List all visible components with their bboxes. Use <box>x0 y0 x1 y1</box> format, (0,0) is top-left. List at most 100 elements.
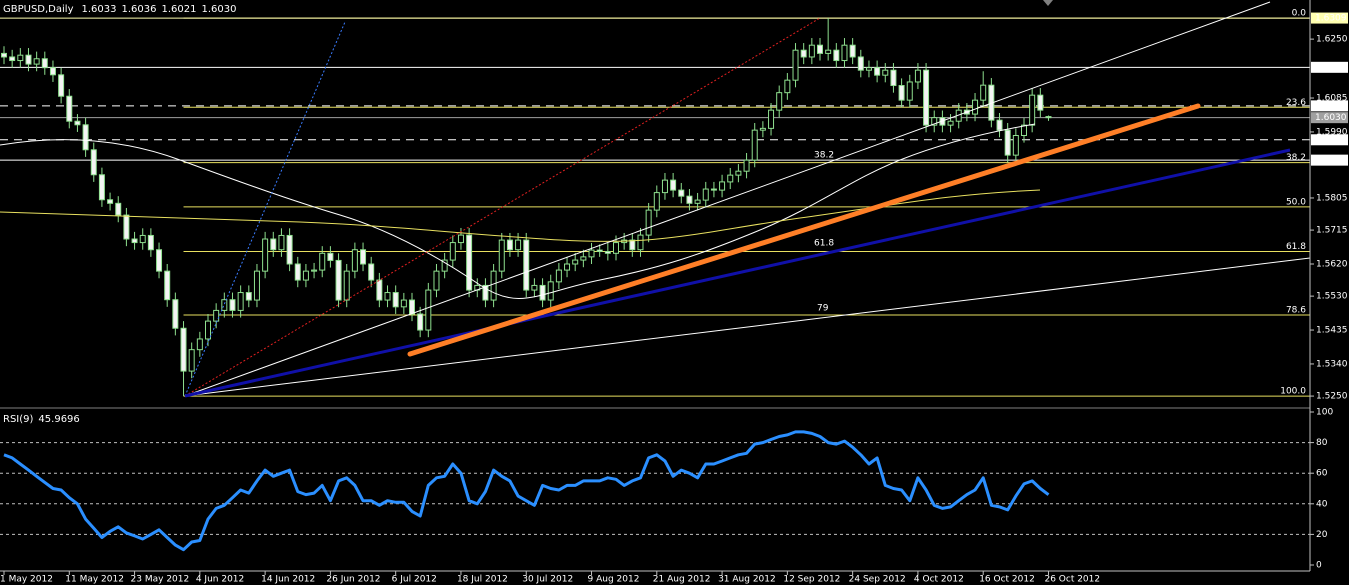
fib-label: 23.6 <box>1286 98 1306 108</box>
candle-body <box>825 49 832 54</box>
candle-body <box>319 252 326 271</box>
candle-body <box>221 299 228 311</box>
candle-body <box>1021 124 1027 137</box>
candle-body <box>841 44 848 62</box>
candle-body <box>156 249 163 272</box>
candle-body <box>800 49 807 58</box>
candle-body <box>874 67 881 76</box>
candle-body <box>637 234 644 251</box>
fib-label: 78.6 <box>1286 306 1306 316</box>
candle-body <box>188 349 195 372</box>
quote: 1.6033 <box>82 4 117 15</box>
y-tick-label: 1.6085 <box>1316 94 1348 104</box>
x-tick-label: 26 Jun 2012 <box>326 575 380 585</box>
drawings: 38.2 61.8 79 <box>0 0 1311 398</box>
candle-body <box>580 256 587 261</box>
candle-body <box>139 234 146 244</box>
candle-body <box>196 338 203 351</box>
fib-label: 0.0 <box>1292 9 1307 19</box>
candle-body <box>466 234 473 291</box>
candle-body <box>661 179 668 194</box>
candle-body <box>384 292 391 301</box>
y-tick-label: 100 <box>1316 408 1333 418</box>
candle-body <box>294 263 301 281</box>
x-tick-label: 31 Aug 2012 <box>718 575 776 585</box>
candle-body <box>808 44 815 58</box>
quote: 1.6036 <box>122 4 157 15</box>
candle-body <box>686 195 693 204</box>
candle-body <box>555 269 562 283</box>
x-tick-label: 14 Jun 2012 <box>261 575 315 585</box>
candle-body <box>768 109 775 129</box>
candle-body <box>58 74 65 97</box>
candle-body <box>833 49 840 62</box>
candle-body <box>205 320 211 340</box>
candle-body <box>1045 116 1052 119</box>
rsi-layer <box>0 430 1310 552</box>
candle-body <box>131 238 138 244</box>
candle-body <box>792 49 799 81</box>
candle-body <box>972 99 979 115</box>
candle-body <box>1029 94 1036 126</box>
candle-body <box>923 69 930 126</box>
candle-body <box>539 284 546 301</box>
candle-body <box>164 270 171 301</box>
candle-body <box>604 251 611 254</box>
candle-body <box>980 84 987 101</box>
quote: 1.6021 <box>162 4 197 15</box>
candle-body <box>302 270 309 281</box>
candle-body <box>857 56 864 71</box>
candle-body <box>433 270 440 291</box>
candle-body <box>947 120 954 126</box>
trend-line <box>407 103 1201 357</box>
candle-body <box>49 67 56 76</box>
candle-body <box>82 124 89 151</box>
candle-body <box>996 119 1003 131</box>
fib-label: 38.2 <box>1286 153 1306 163</box>
candle-body <box>441 259 448 272</box>
candle-body <box>727 174 734 183</box>
candle-body <box>882 69 889 76</box>
candle-body <box>710 188 717 191</box>
candle-body <box>229 299 236 311</box>
candle-body <box>906 81 913 101</box>
x-tick-label: 1 May 2012 <box>0 575 53 585</box>
price-label-box <box>1311 12 1348 24</box>
quote: 1.6030 <box>202 4 237 15</box>
y-tick-label: 1.5340 <box>1316 359 1348 369</box>
candle-body <box>335 259 342 301</box>
x-tick-label: 30 Jul 2012 <box>522 575 573 585</box>
candle-body <box>17 54 24 62</box>
candle-body <box>262 238 269 272</box>
candle-body <box>376 279 383 301</box>
candle-body <box>890 69 897 87</box>
candle-body <box>482 284 489 301</box>
candle-body <box>515 239 522 251</box>
candle-body <box>417 313 424 331</box>
fib-label: 100.0 <box>1280 387 1306 397</box>
y-tick-label: 0 <box>1316 561 1322 571</box>
y-tick-label: 1.5530 <box>1316 292 1348 302</box>
candle-body <box>115 202 122 216</box>
x-tick-label: 4 Oct 2012 <box>914 575 964 585</box>
price-label-box <box>1311 100 1348 112</box>
x-tick-label: 6 Jul 2012 <box>392 575 437 585</box>
y-tick-label: 1.5805 <box>1316 193 1348 203</box>
y-tick-label: 1.5250 <box>1316 392 1348 402</box>
candle-body <box>931 117 938 126</box>
x-tick-label: 21 Aug 2012 <box>653 575 711 585</box>
x-tick-label: 12 Sep 2012 <box>783 575 840 585</box>
candles-layer <box>1 18 1052 397</box>
price-label: 1.6030 <box>1315 113 1347 123</box>
y-tick-label: 1.5990 <box>1316 127 1348 137</box>
candle-body <box>213 309 220 322</box>
trend-line <box>184 148 1291 398</box>
candle-body <box>123 214 130 240</box>
price-label-box <box>1311 112 1348 124</box>
y-tick-label: 60 <box>1316 469 1328 479</box>
candle-body <box>1 52 7 58</box>
candle-body <box>784 79 791 94</box>
